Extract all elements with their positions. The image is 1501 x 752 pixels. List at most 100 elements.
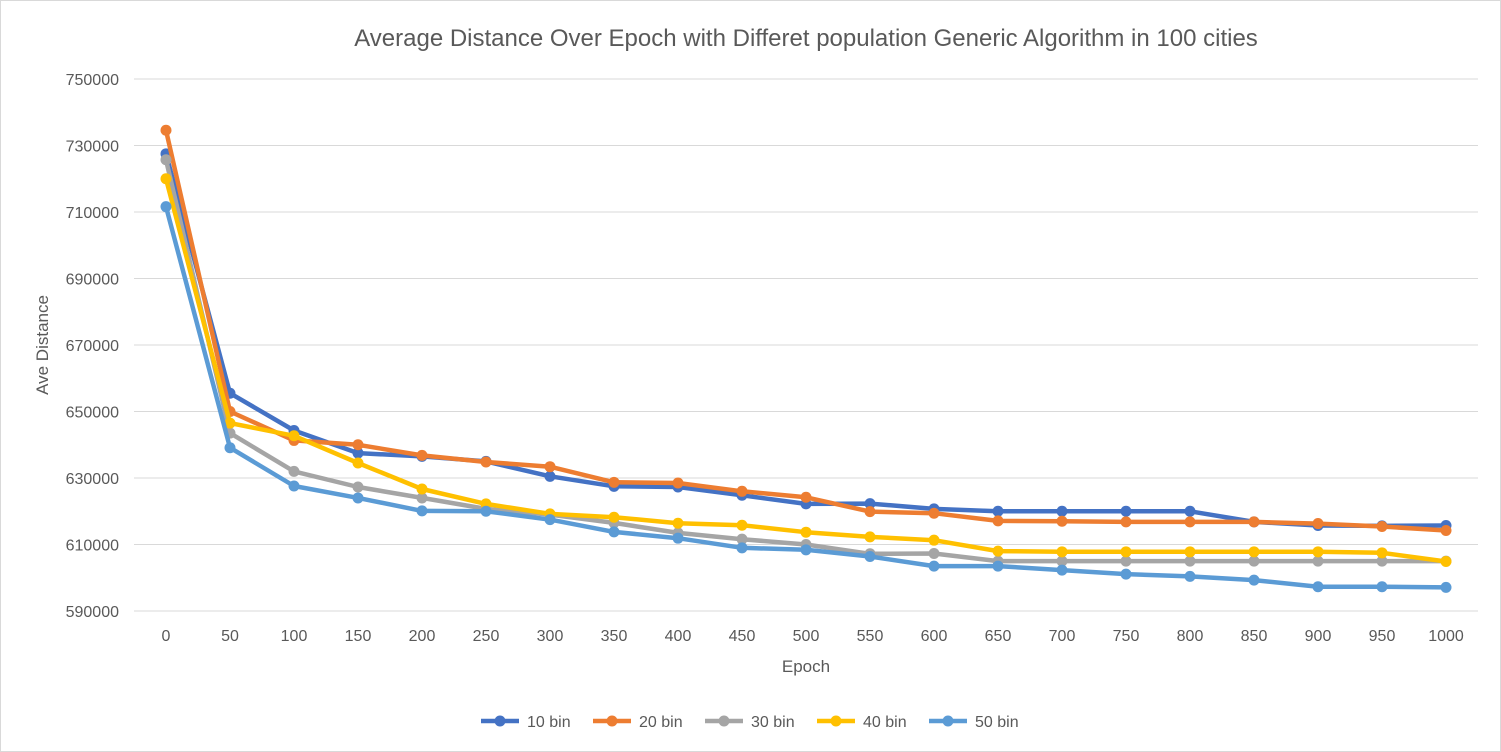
data-point bbox=[1056, 505, 1068, 517]
legend-item: 40 bin bbox=[817, 714, 907, 731]
legend-swatch-marker bbox=[718, 715, 730, 727]
data-point bbox=[1120, 568, 1132, 580]
data-point bbox=[864, 531, 876, 543]
x-tick-label: 600 bbox=[921, 628, 948, 645]
data-point bbox=[1248, 574, 1260, 586]
data-point bbox=[736, 519, 748, 531]
x-tick-label: 1000 bbox=[1428, 628, 1464, 645]
data-point bbox=[416, 483, 428, 495]
data-point bbox=[864, 506, 876, 518]
data-point bbox=[736, 485, 748, 497]
data-point bbox=[672, 517, 684, 529]
data-point bbox=[352, 492, 364, 504]
data-point bbox=[864, 550, 876, 562]
data-point bbox=[1056, 564, 1068, 576]
data-point bbox=[1376, 581, 1388, 593]
x-tick-label: 900 bbox=[1305, 628, 1332, 645]
x-tick-label: 700 bbox=[1049, 628, 1076, 645]
y-axis-title: Ave Distance bbox=[33, 295, 52, 395]
data-point bbox=[1248, 546, 1260, 558]
x-tick-label: 100 bbox=[281, 628, 308, 645]
x-tick-label: 650 bbox=[985, 628, 1012, 645]
data-point bbox=[1120, 546, 1132, 558]
data-point bbox=[160, 173, 172, 185]
data-point bbox=[608, 476, 620, 488]
data-point bbox=[1056, 546, 1068, 558]
data-point bbox=[1184, 546, 1196, 558]
data-point bbox=[160, 154, 172, 166]
data-point bbox=[1312, 518, 1324, 530]
y-tick-label: 710000 bbox=[66, 205, 119, 222]
data-point bbox=[992, 545, 1004, 557]
legend-swatch-marker bbox=[830, 715, 842, 727]
x-tick-label: 950 bbox=[1369, 628, 1396, 645]
legend-item: 10 bin bbox=[481, 714, 571, 731]
gridlines bbox=[134, 78, 1478, 612]
data-point bbox=[1056, 515, 1068, 527]
data-point bbox=[416, 505, 428, 517]
data-point bbox=[1120, 555, 1132, 567]
data-point bbox=[352, 439, 364, 451]
data-point bbox=[544, 514, 556, 526]
x-axis-title: Epoch bbox=[782, 657, 830, 676]
data-point bbox=[1440, 555, 1452, 567]
x-tick-label: 250 bbox=[473, 628, 500, 645]
data-point bbox=[1120, 516, 1132, 528]
data-point bbox=[736, 533, 748, 545]
data-point bbox=[1184, 555, 1196, 567]
x-tick-label: 500 bbox=[793, 628, 820, 645]
legend-swatch-marker bbox=[606, 715, 618, 727]
data-point bbox=[928, 560, 940, 572]
series-line bbox=[163, 127, 1449, 533]
data-point bbox=[864, 498, 876, 510]
data-point bbox=[1376, 521, 1388, 533]
x-tick-label: 850 bbox=[1241, 628, 1268, 645]
data-point bbox=[416, 449, 428, 461]
legend-label: 30 bin bbox=[751, 714, 795, 731]
data-point bbox=[1184, 505, 1196, 517]
legend-swatch-marker bbox=[494, 715, 506, 727]
data-point bbox=[1440, 525, 1452, 537]
legend-label: 20 bin bbox=[639, 714, 683, 731]
data-point bbox=[1184, 570, 1196, 582]
x-tick-label: 50 bbox=[221, 628, 239, 645]
data-point bbox=[544, 470, 556, 482]
data-point bbox=[608, 511, 620, 523]
x-tick-label: 550 bbox=[857, 628, 884, 645]
data-point bbox=[1184, 516, 1196, 528]
data-point bbox=[608, 526, 620, 538]
data-point bbox=[1376, 547, 1388, 559]
data-point bbox=[352, 457, 364, 469]
data-point bbox=[1376, 555, 1388, 567]
y-axis-ticks: 590000 610000 630000 650000 670000 690000 7100… bbox=[66, 72, 119, 621]
data-point bbox=[1248, 516, 1260, 528]
legend-item: 30 bin bbox=[705, 714, 795, 731]
legend-item: 20 bin bbox=[593, 714, 683, 731]
data-point bbox=[288, 430, 300, 442]
data-point bbox=[224, 442, 236, 454]
series-10-bin bbox=[160, 148, 1452, 532]
data-point bbox=[1312, 555, 1324, 567]
x-tick-label: 150 bbox=[345, 628, 372, 645]
data-point bbox=[480, 456, 492, 468]
series-layer bbox=[160, 124, 1452, 593]
legend-label: 10 bin bbox=[527, 714, 571, 731]
data-point bbox=[992, 505, 1004, 517]
data-point bbox=[672, 477, 684, 489]
y-tick-label: 650000 bbox=[66, 405, 119, 422]
data-point bbox=[800, 544, 812, 556]
x-tick-label: 750 bbox=[1113, 628, 1140, 645]
data-point bbox=[736, 542, 748, 554]
data-point bbox=[992, 560, 1004, 572]
series-20-bin bbox=[160, 124, 1452, 537]
x-tick-label: 300 bbox=[537, 628, 564, 645]
data-point bbox=[800, 526, 812, 538]
data-point bbox=[992, 515, 1004, 527]
legend-label: 40 bin bbox=[863, 714, 907, 731]
x-tick-label: 200 bbox=[409, 628, 436, 645]
y-tick-label: 730000 bbox=[66, 139, 119, 156]
legend-item: 50 bin bbox=[929, 714, 1019, 731]
data-point bbox=[352, 481, 364, 493]
y-tick-label: 590000 bbox=[66, 604, 119, 621]
